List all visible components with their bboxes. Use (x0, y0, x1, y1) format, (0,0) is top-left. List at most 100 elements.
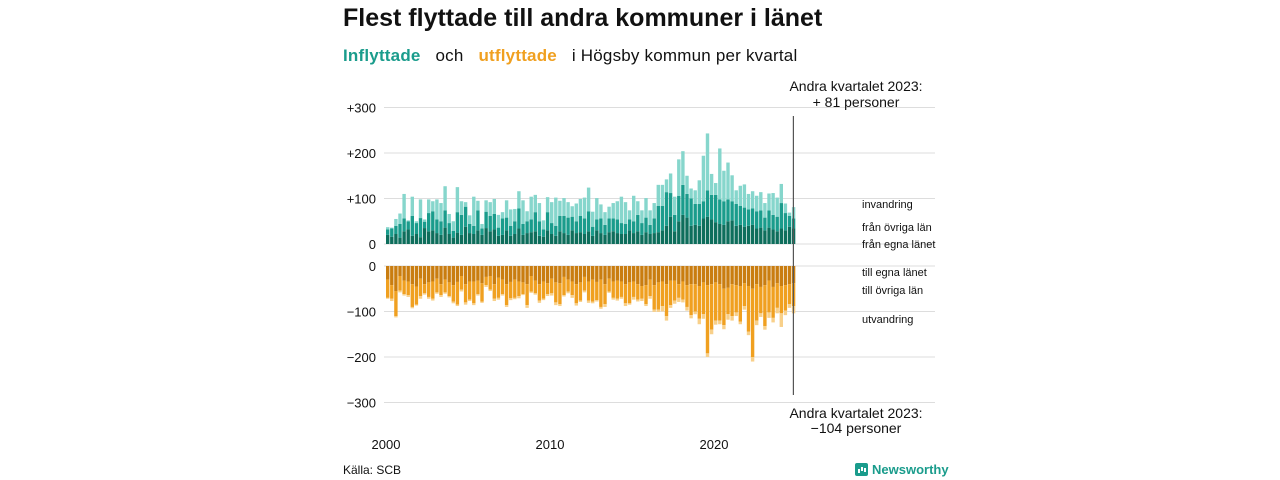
bar-out-segment (619, 281, 624, 297)
bar-in-segment (636, 214, 640, 232)
bar-in-segment (664, 192, 669, 226)
bar-in-segment (484, 200, 488, 212)
bar-in-segment (615, 233, 619, 244)
bar-in-segment (410, 215, 414, 236)
bar-out-segment (586, 281, 591, 301)
bar-out-segment (771, 286, 775, 318)
bar-out-segment (570, 295, 574, 298)
bar-in-segment (681, 151, 685, 185)
bar-in-segment (771, 229, 775, 244)
bar-in-segment (734, 225, 738, 244)
bar-in-segment (775, 197, 779, 217)
bar-out-segment (566, 279, 570, 292)
bar-in-segment (644, 198, 648, 218)
bar-out-segment (640, 298, 644, 302)
bar-out-segment (566, 291, 570, 294)
bar-in-segment (697, 203, 701, 226)
bar-in-segment (746, 225, 751, 244)
bar-in-segment (611, 203, 615, 219)
bar-out-segment (607, 291, 611, 293)
bar-in-segment (615, 219, 619, 234)
bar-out-segment (714, 282, 718, 321)
bar-out-segment (722, 288, 726, 326)
bar-out-segment (615, 266, 619, 281)
bar-in-segment (787, 226, 792, 244)
bar-out-segment (673, 266, 677, 281)
bar-in-segment (558, 200, 562, 216)
bar-out-segment (611, 297, 615, 300)
bar-out-segment (623, 284, 628, 304)
bar-out-segment (402, 294, 406, 296)
bar-in-segment (455, 212, 460, 233)
bar-in-segment (660, 205, 665, 231)
bar-out-segment (533, 266, 537, 281)
bar-out-segment (603, 284, 607, 305)
bar-in-segment (431, 230, 435, 244)
bar-out-segment (455, 281, 460, 305)
bar-in-segment (726, 221, 730, 244)
bar-in-segment (591, 226, 595, 236)
bar-out-segment (394, 266, 398, 292)
bar-in-segment (390, 236, 394, 244)
bar-out-segment (463, 266, 468, 285)
bar-in-segment (447, 223, 451, 234)
bar-in-segment (640, 210, 644, 224)
bar-in-segment (386, 234, 390, 244)
bar-in-segment (767, 210, 771, 228)
bar-in-segment (767, 193, 771, 211)
subtitle-out-word: utflyttade (478, 46, 557, 65)
bar-out-segment (525, 266, 529, 285)
bar-out-segment (750, 266, 755, 289)
bar-out-segment (656, 266, 660, 283)
bar-in-segment (562, 198, 566, 216)
bar-in-segment (742, 226, 747, 244)
bar-out-segment (771, 317, 775, 323)
bar-in-segment (504, 200, 509, 218)
bar-out-segment (414, 304, 419, 306)
bar-out-segment (767, 280, 771, 313)
bar-in-segment (718, 199, 722, 224)
bar-out-segment (537, 266, 542, 285)
bar-in-segment (574, 233, 578, 244)
bar-in-segment (525, 233, 529, 244)
bar-in-segment (722, 224, 726, 244)
bar-in-segment (611, 218, 615, 232)
bar-in-segment (541, 220, 546, 230)
bar-in-segment (509, 225, 513, 236)
bar-in-segment (693, 224, 697, 244)
bar-out-segment (476, 266, 480, 281)
bar-out-segment (509, 298, 513, 301)
bar-in-segment (418, 199, 423, 219)
bar-in-segment (386, 229, 390, 235)
bar-out-segment (636, 299, 640, 302)
bar-in-segment (509, 235, 513, 244)
bar-out-segment (640, 266, 644, 287)
bar-in-segment (787, 215, 792, 227)
bar-in-segment (603, 234, 607, 244)
bar-out-segment (701, 314, 706, 319)
bar-out-segment (578, 266, 583, 283)
bar-out-segment (632, 296, 636, 300)
bar-in-segment (529, 196, 533, 220)
bar-in-segment (427, 199, 431, 214)
bar-in-segment (521, 223, 525, 235)
brand-logo[interactable]: Newsworthy (855, 462, 949, 477)
bar-in-segment (714, 222, 718, 244)
bar-out-segment (558, 283, 562, 305)
bar-out-segment (554, 282, 558, 303)
bar-in-segment (697, 180, 701, 204)
bar-out-segment (488, 266, 492, 277)
subtitle-och: och (435, 46, 464, 65)
y-tick-label: +200 (347, 146, 376, 161)
bar-out-segment (709, 329, 714, 335)
bar-out-segment (607, 266, 611, 279)
bar-in-segment (668, 216, 673, 244)
bar-out-segment (492, 266, 496, 285)
bar-out-segment (390, 285, 394, 299)
bar-in-segment (685, 193, 689, 218)
bar-out-segment (595, 266, 599, 282)
bar-out-segment (418, 278, 423, 297)
bar-in-segment (705, 190, 710, 217)
bar-out-segment (582, 266, 587, 277)
y-tick-label: 0 (369, 259, 376, 274)
